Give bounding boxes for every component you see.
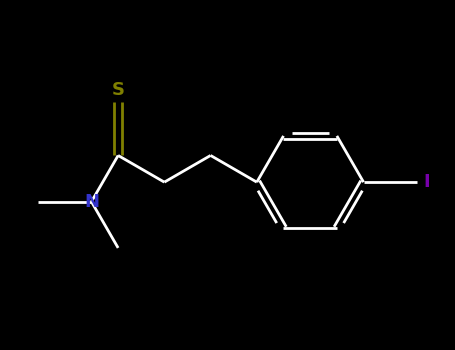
Text: I: I (423, 173, 430, 191)
Text: S: S (111, 82, 125, 99)
Text: N: N (84, 193, 99, 211)
